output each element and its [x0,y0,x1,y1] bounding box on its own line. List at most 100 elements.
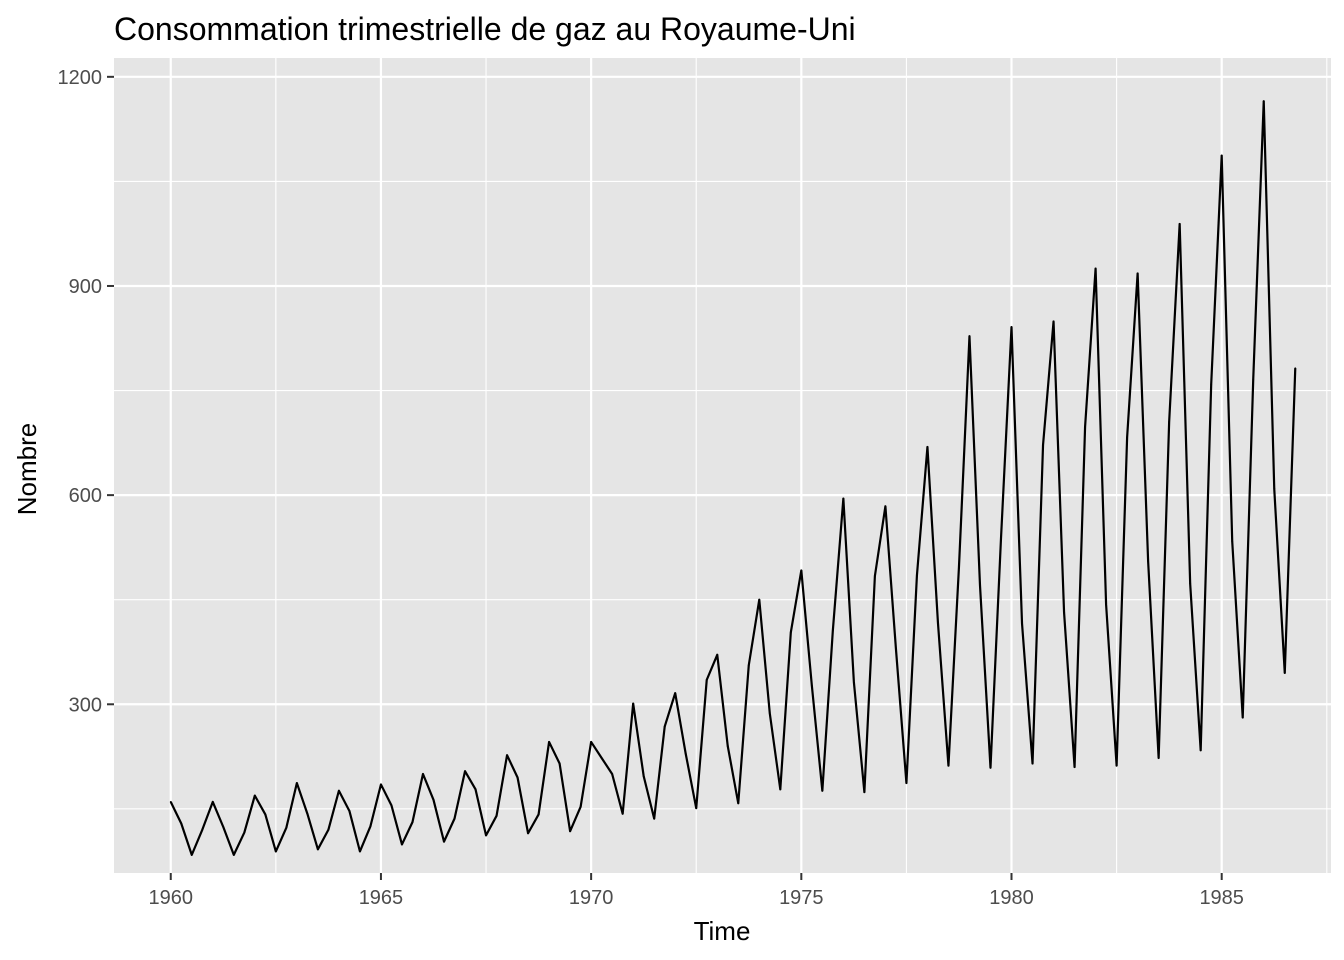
data-point [611,773,614,775]
data-point [1126,436,1129,439]
data-point [1084,425,1086,428]
data-point [390,804,393,807]
data-point [747,664,750,667]
data-point [1021,622,1023,625]
data-point [873,575,876,577]
data-point [1168,421,1171,423]
data-point [380,783,382,786]
data-point [211,800,214,803]
y-axis-title: Nombre [12,423,42,515]
data-point [569,830,572,833]
data-point [1073,766,1076,768]
data-point [401,843,403,846]
data-point [485,834,487,837]
data-point [852,681,855,683]
data-point [1136,272,1139,275]
data-point [443,840,445,843]
data-point [758,598,761,601]
data-point [1094,267,1097,270]
x-tick-label: 1970 [569,887,614,909]
data-point [695,807,698,810]
data-point [1210,383,1213,386]
data-point [884,505,887,508]
x-tick-label: 1985 [1199,887,1244,909]
data-point [1273,487,1276,490]
data-point [169,800,172,803]
data-point [1105,603,1107,606]
data-point [464,770,466,773]
series-line [169,100,1297,856]
data-point [800,569,803,572]
plot-panel [114,58,1331,873]
data-point [1241,716,1244,719]
data-point [474,788,477,791]
data-point [369,825,372,828]
data-point [905,782,908,784]
data-point [411,821,414,824]
data-point [253,794,256,797]
data-point [1283,672,1286,674]
data-point [232,853,235,856]
data-point [579,805,582,808]
data-point [947,764,950,767]
data-point [863,791,866,794]
data-point [1052,320,1055,323]
data-point [338,789,340,792]
data-point [621,812,624,815]
data-point [674,692,677,695]
data-point [716,653,719,656]
data-point [222,826,225,828]
y-tick-label: 600 [69,485,102,507]
data-point [1262,100,1265,103]
data-point [831,629,834,632]
chart-title: Consommation trimestrielle de gaz au Roy… [114,11,856,47]
data-point [1199,749,1202,752]
data-point [684,752,687,755]
data-point [653,817,656,820]
data-point [1157,757,1160,759]
data-point [327,828,330,831]
data-point [1189,582,1192,585]
y-tick-label: 900 [69,276,102,298]
data-point [201,828,204,831]
x-axis: 1960 1965 1970 1975 1980 1985 [149,873,1244,909]
data-point [537,813,540,816]
data-point [348,810,351,812]
data-point [705,678,708,681]
data-point [768,712,771,715]
data-point [663,725,666,728]
data-point [916,574,918,577]
data-point [243,831,246,834]
data-point [506,754,508,757]
data-point [359,850,361,853]
x-tick-label: 1960 [149,887,194,909]
data-point [1147,560,1150,563]
data-point [1178,223,1181,225]
data-point [779,788,782,791]
data-point [1220,154,1223,157]
data-point [968,335,971,338]
x-tick-label: 1965 [359,887,404,909]
data-point [737,802,740,805]
data-point [190,853,193,856]
data-point [600,757,603,759]
data-point [937,621,939,624]
data-point [295,782,298,784]
data-point [989,766,992,769]
data-point [979,584,981,586]
data-point [1010,326,1013,329]
data-point [642,775,645,777]
data-point [1294,367,1297,370]
data-point [1031,762,1034,765]
data-point [1042,444,1044,446]
y-tick-label: 1200 [58,67,103,89]
data-point [1231,540,1234,543]
data-point [306,812,309,815]
data-point [180,822,183,825]
data-point [810,684,813,687]
data-point [1115,764,1118,767]
data-point [842,497,845,500]
data-point [926,446,929,448]
x-tick-label: 1980 [989,887,1034,909]
x-tick-label: 1975 [779,887,824,909]
